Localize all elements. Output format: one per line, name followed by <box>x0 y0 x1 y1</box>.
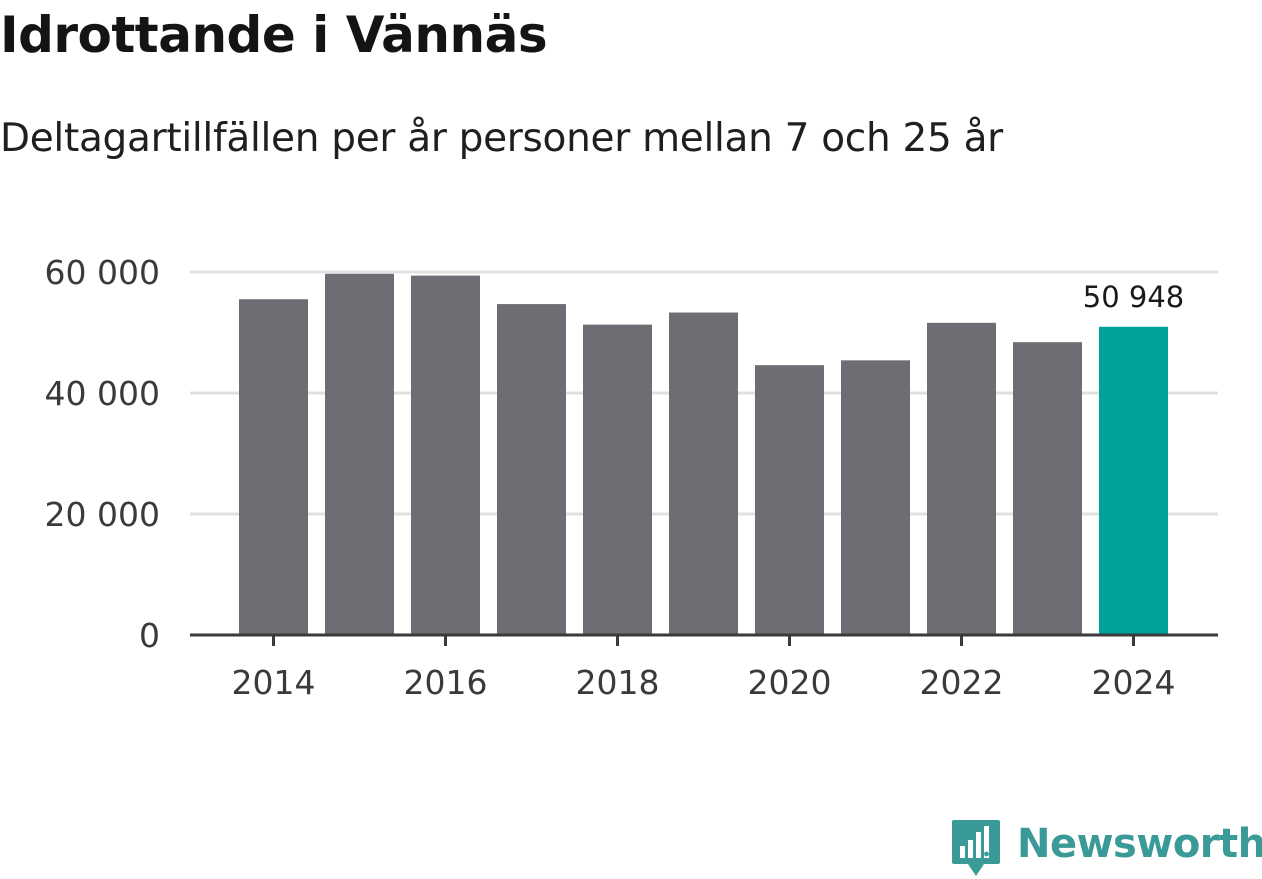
bar <box>239 299 308 635</box>
axes <box>190 633 1218 646</box>
bar <box>1013 342 1082 635</box>
bar-chart-speech-bubble-icon <box>952 820 1000 876</box>
bar <box>755 365 824 635</box>
bar <box>497 304 566 635</box>
bar-chart: 0 20 000 40 000 60 000 2014 2016 2018 2020 2022 2… <box>45 253 1218 702</box>
logo-text: Newsworthy <box>1017 821 1262 867</box>
labels: 0 20 000 40 000 60 000 2014 2016 2018 2020 2022 2… <box>45 253 1185 702</box>
x-tick-label: 2016 <box>404 663 488 702</box>
data-label: 50 948 <box>1083 280 1184 314</box>
x-tick-label: 2018 <box>576 663 660 702</box>
bar <box>325 273 394 635</box>
x-tick-label: 2022 <box>920 663 1004 702</box>
x-tick-label: 2014 <box>232 663 316 702</box>
y-tick-label: 0 <box>139 616 160 655</box>
x-tick-label: 2024 <box>1092 663 1176 702</box>
x-tick-label: 2020 <box>748 663 832 702</box>
bar <box>927 322 996 635</box>
bar <box>841 360 910 635</box>
y-tick-label: 40 000 <box>45 374 160 413</box>
bar <box>583 324 652 635</box>
chart-title: Idrottande i Vännäs <box>0 6 548 64</box>
newsworthy-logo: Newsworthy <box>951 818 1262 878</box>
bars <box>239 273 1168 635</box>
bar-highlighted <box>1099 326 1168 635</box>
y-tick-label: 60 000 <box>45 253 160 292</box>
y-tick-label: 20 000 <box>45 495 160 534</box>
bar <box>411 275 480 635</box>
bar <box>669 312 738 635</box>
chart-subtitle: Deltagartillfällen per år personer mella… <box>0 116 1003 161</box>
